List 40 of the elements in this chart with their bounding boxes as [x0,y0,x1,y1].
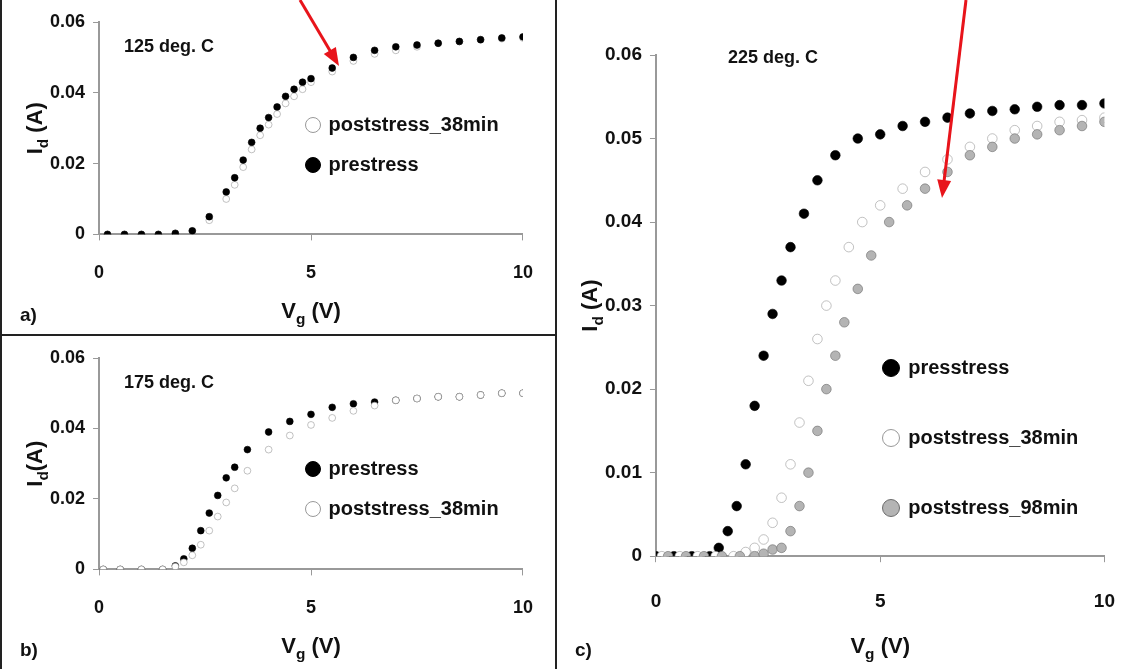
y-axis-title: Id (A) [22,102,51,155]
x-tick-label: 5 [874,589,886,611]
annotation: 175 deg. C [124,371,215,392]
text: a) [20,304,37,326]
y-tick-label: 0.04 [49,81,86,102]
legend-label: prestress [328,153,419,177]
legend-label: poststress_38min [328,497,499,521]
y-tick-label: 0.05 [605,126,643,148]
y-axis-title: Id(A) [22,440,51,487]
legend-label: presstress [908,356,1010,380]
y-tick-label: 0.02 [605,377,642,399]
x-tick-label: 5 [306,262,317,283]
y-tick-label: 0.06 [605,43,642,65]
legend-label: poststress_38min [328,113,499,137]
y-tick-label: 0 [75,223,86,244]
legend-label: prestress [328,457,419,481]
y-tick-label: 0 [75,558,86,579]
y-tick-label: 0.06 [49,346,86,367]
x-tick-label: 0 [94,597,105,618]
text: b) [20,639,38,661]
y-axis-title: Id (A) [577,279,606,332]
legend-label: poststress_98min [908,496,1079,520]
x-tick-label: 0 [650,589,662,611]
x-tick-label: 10 [1093,589,1115,611]
y-tick-label: 0.03 [605,293,642,315]
y-tick-label: 0 [631,544,642,566]
y-tick-label: 0.06 [49,10,86,31]
annotation: 225 deg. C [727,46,819,67]
x-tick-label: 10 [512,262,533,283]
y-tick-label: 0.02 [49,487,86,508]
x-tick-label: 0 [94,262,105,283]
y-tick-label: 0.04 [605,210,643,232]
x-tick-label: 10 [512,597,533,618]
y-tick-label: 0.02 [49,152,86,173]
annotation: 125 deg. C [124,35,215,56]
y-tick-label: 0.01 [605,460,643,482]
legend-label: poststress_38min [908,426,1079,450]
y-tick-label: 0.04 [49,417,86,438]
x-tick-label: 5 [306,597,317,618]
text: c) [575,639,592,661]
